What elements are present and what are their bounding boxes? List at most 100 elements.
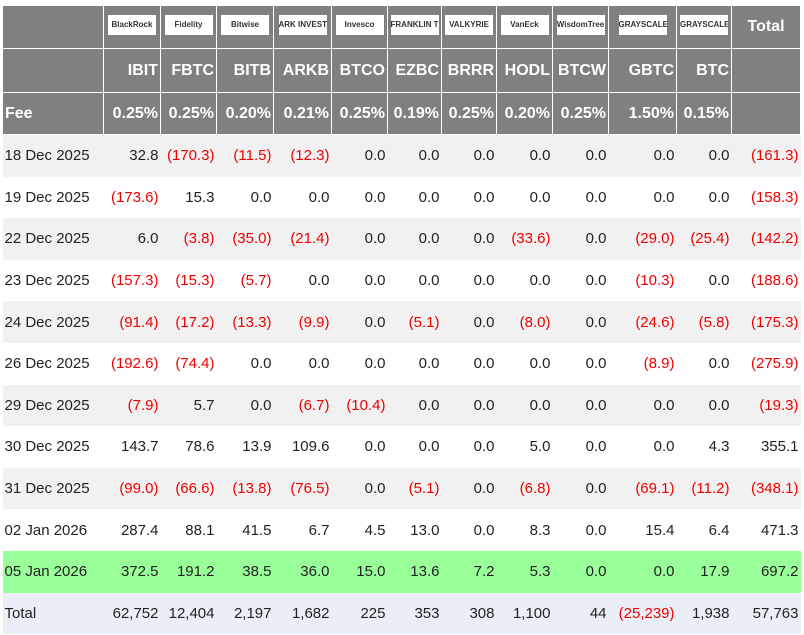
flow-cell: 0.0 bbox=[418, 355, 440, 373]
issuer-logo-cell: Fidelity bbox=[160, 5, 217, 49]
row-total-cell: 355.1 bbox=[760, 438, 799, 456]
flow-cell: 38.5 bbox=[242, 563, 272, 581]
total-cell: (25,239) bbox=[618, 604, 675, 622]
flow-cell: 4.3 bbox=[708, 438, 730, 456]
flow-cell: (12.3) bbox=[290, 147, 330, 165]
flow-cell: 372.5 bbox=[120, 563, 159, 581]
flow-cell: 0.0 bbox=[585, 147, 607, 165]
total-cell: 353 bbox=[414, 604, 440, 622]
flow-cell: 0.0 bbox=[585, 563, 607, 581]
flow-cell: (7.9) bbox=[127, 396, 159, 414]
etf-flows-table: BlackRock Fidelity Bitwise ARK INVEST Invesc… bbox=[2, 5, 801, 635]
flow-cell: 0.0 bbox=[585, 396, 607, 414]
table-row: 19 Dec 2025 (173.6) 15.3 0.0 0.0 0.0 0.0 0.0 0.0… bbox=[3, 177, 801, 219]
table-row: 31 Dec 2025 (99.0) (66.6) (13.8) (76.5) 0.0 (5… bbox=[2, 467, 801, 510]
flow-cell: 0.0 bbox=[708, 272, 730, 290]
ticker-header: FBTC bbox=[160, 48, 217, 93]
flow-cell: 143.7 bbox=[120, 438, 159, 456]
flow-cell: 0.0 bbox=[585, 521, 607, 539]
flow-cell: (8.9) bbox=[643, 355, 675, 373]
flow-cell: (5.1) bbox=[408, 313, 440, 331]
flow-cell: 0.0 bbox=[473, 480, 495, 498]
issuer-logo: GRAYSCALE bbox=[680, 14, 728, 35]
flow-cell: (25.4) bbox=[690, 230, 730, 248]
blank-cell bbox=[2, 48, 104, 93]
ticker-header: EZBC bbox=[387, 48, 442, 93]
flow-cell: (6.7) bbox=[298, 396, 330, 414]
flow-cell: 78.6 bbox=[185, 438, 215, 456]
total-cell: 57,763 bbox=[752, 604, 799, 622]
issuer-logo-cell: Invesco bbox=[331, 5, 388, 49]
total-cell: 2,197 bbox=[233, 604, 272, 622]
fee-value: 0.15% bbox=[676, 92, 732, 135]
issuer-logo-cell: ARK INVEST bbox=[273, 5, 332, 49]
flow-cell: (74.4) bbox=[175, 355, 215, 373]
flow-cell: 13.9 bbox=[242, 438, 272, 456]
ticker-header: ARKB bbox=[273, 48, 332, 93]
flow-cell: 6.4 bbox=[708, 521, 730, 539]
flow-cell: 0.0 bbox=[708, 147, 730, 165]
flow-cell: 0.0 bbox=[585, 480, 607, 498]
issuer-logo-cell: VanEck bbox=[496, 5, 553, 49]
fee-label: Fee bbox=[2, 92, 104, 135]
flow-cell: 0.0 bbox=[473, 438, 495, 456]
flow-cell: 8.3 bbox=[529, 521, 551, 539]
flow-cell: (170.3) bbox=[166, 147, 215, 165]
issuer-logo: Fidelity bbox=[164, 14, 213, 35]
fee-value: 1.50% bbox=[608, 92, 677, 135]
flow-cell: 32.8 bbox=[129, 147, 159, 165]
table-row: 18 Dec 2025 32.8 (170.3) (11.5) (12.3) 0.0 0.0… bbox=[2, 134, 801, 177]
flow-cell: (99.0) bbox=[119, 480, 159, 498]
flow-cell: (17.2) bbox=[175, 313, 215, 331]
flow-cell: 0.0 bbox=[473, 355, 495, 373]
total-cell: 44 bbox=[589, 604, 607, 622]
flow-cell: 0.0 bbox=[653, 563, 675, 581]
flow-cell: (157.3) bbox=[110, 272, 159, 290]
flow-cell: 0.0 bbox=[418, 147, 440, 165]
date-cell: 24 Dec 2025 bbox=[4, 313, 90, 331]
flow-cell: 41.5 bbox=[242, 521, 272, 539]
ticker-row: IBIT FBTC BITB ARKB BTCO EZBC BRRR HODL BTCW GBTC… bbox=[2, 48, 801, 93]
flow-cell: 36.0 bbox=[300, 563, 330, 581]
fee-value: 0.20% bbox=[496, 92, 553, 135]
fee-value: 0.20% bbox=[216, 92, 274, 135]
date-cell: 29 Dec 2025 bbox=[4, 396, 90, 414]
fee-row: Fee 0.25% 0.25% 0.20% 0.21% 0.25% 0.19% 0.25% 0.… bbox=[2, 92, 801, 135]
ticker-header: GBTC bbox=[608, 48, 677, 93]
flow-cell: (5.7) bbox=[240, 272, 272, 290]
date-cell: 31 Dec 2025 bbox=[4, 480, 90, 498]
flow-cell: 0.0 bbox=[653, 396, 675, 414]
flow-cell: (9.9) bbox=[298, 313, 330, 331]
flow-cell: 0.0 bbox=[473, 188, 495, 206]
flow-cell: 0.0 bbox=[708, 396, 730, 414]
totals-label: Total bbox=[4, 604, 37, 622]
flow-cell: 0.0 bbox=[708, 355, 730, 373]
issuer-logo-cell: GRAYSCALE bbox=[608, 5, 677, 49]
flow-cell: (173.6) bbox=[110, 188, 159, 206]
row-total-cell: (188.6) bbox=[750, 272, 799, 290]
flow-cell: (10.3) bbox=[635, 272, 675, 290]
row-total-cell: (161.3) bbox=[750, 147, 799, 165]
flow-cell: 7.2 bbox=[473, 563, 495, 581]
table-row: 23 Dec 2025 (157.3) (15.3) (5.7) 0.0 0.0 0.0 0.… bbox=[3, 260, 801, 302]
total-cell: 1,938 bbox=[691, 604, 730, 622]
issuer-logo: BlackRock bbox=[108, 14, 156, 35]
flow-cell: (13.8) bbox=[232, 480, 272, 498]
blank-cell bbox=[2, 5, 104, 49]
flow-cell: 4.5 bbox=[364, 521, 386, 539]
flow-cell: 191.2 bbox=[176, 563, 215, 581]
flow-cell: 0.0 bbox=[308, 355, 330, 373]
flow-cell: (5.1) bbox=[408, 480, 440, 498]
flow-cell: 287.4 bbox=[120, 521, 159, 539]
flow-cell: 0.0 bbox=[529, 396, 551, 414]
flow-cell: 0.0 bbox=[585, 355, 607, 373]
flow-cell: 0.0 bbox=[473, 313, 495, 331]
flow-cell: 15.0 bbox=[356, 563, 386, 581]
row-total-cell: (348.1) bbox=[750, 480, 799, 498]
fee-value: 0.25% bbox=[331, 92, 388, 135]
flow-cell: 0.0 bbox=[473, 230, 495, 248]
flow-cell: 109.6 bbox=[291, 438, 330, 456]
flow-cell: 15.3 bbox=[185, 188, 215, 206]
issuer-logo: VALKYRIE bbox=[445, 14, 493, 35]
issuer-logo: Invesco bbox=[335, 14, 384, 35]
